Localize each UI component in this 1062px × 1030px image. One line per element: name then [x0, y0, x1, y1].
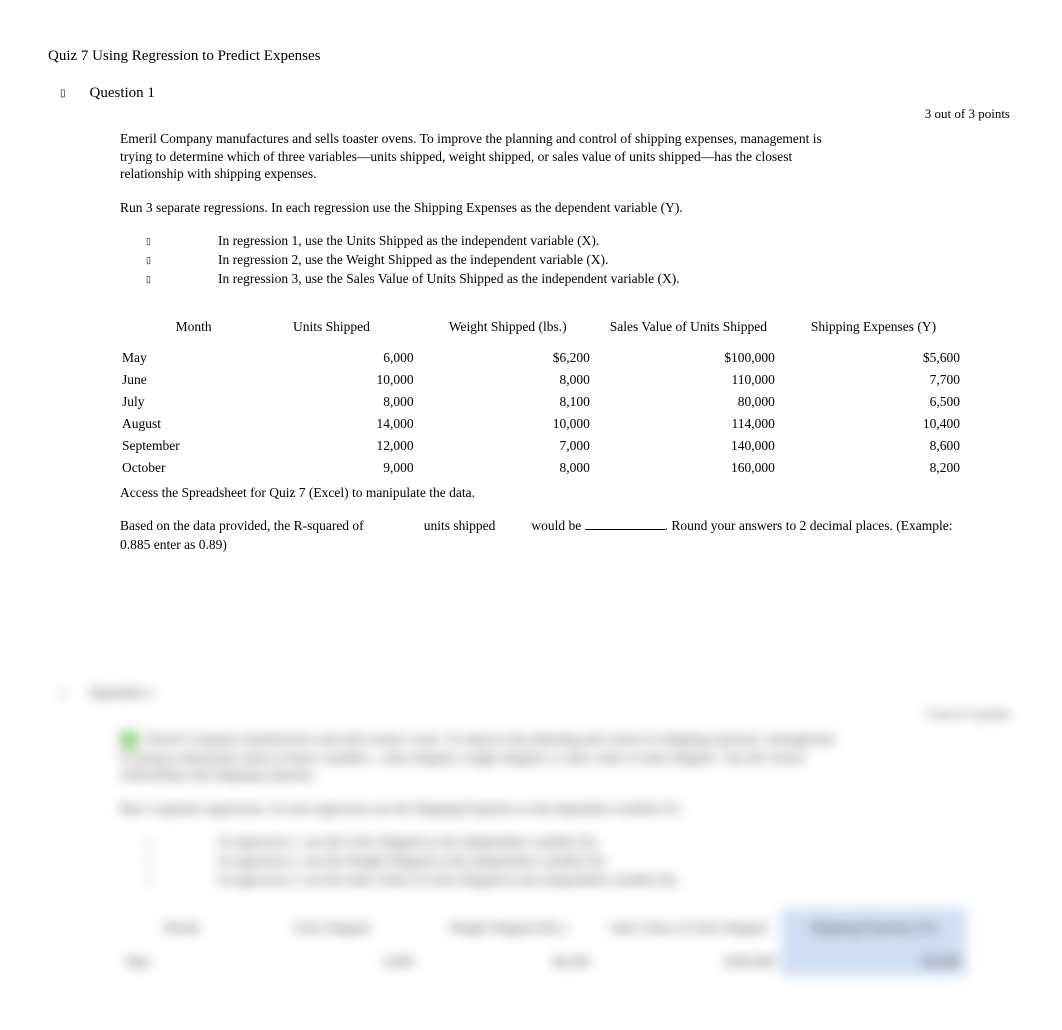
table-cell: 10,400 — [781, 413, 966, 435]
table-cell: 80,000 — [596, 391, 781, 413]
table-header-row: Month Units Shipped Weight Shipped (lbs.… — [120, 307, 966, 347]
bullet-icon: ▯ — [146, 270, 218, 289]
table-cell: 8,000 — [243, 391, 419, 413]
bullet-icon: ▯ — [146, 251, 218, 270]
table-cell: 8,000 — [420, 457, 596, 479]
fill-mid2: would be — [531, 518, 584, 533]
table-row: July8,0008,10080,0006,500 — [120, 391, 966, 413]
bullet-item: ▯ In regression 1, use the Units Shipped… — [146, 232, 966, 251]
table-cell: 7,000 — [420, 435, 596, 457]
table-cell: June — [120, 369, 243, 391]
intro-paragraph: Emeril Company manufactures and sells to… — [120, 130, 840, 183]
fill-prefix: Based on the data provided, the R-square… — [120, 518, 364, 533]
table-cell: September — [120, 435, 243, 457]
table-cell: 8,200 — [781, 457, 966, 479]
table-cell: $5,600 — [781, 347, 966, 369]
table-cell: 12,000 — [243, 435, 419, 457]
table-cell: 8,000 — [420, 369, 596, 391]
question-header: ▯ Question 1 — [48, 85, 1014, 102]
table-cell: $6,200 — [420, 347, 596, 369]
bullet-icon: ▯ — [146, 232, 218, 251]
bullet-text: In regression 1, use the Units Shipped a… — [218, 232, 599, 251]
col-header: Sales Value of Units Shipped — [596, 307, 781, 347]
table-row: June10,0008,000110,0007,700 — [120, 369, 966, 391]
table-cell: 8,600 — [781, 435, 966, 457]
points-label: 3 out of 3 points — [48, 106, 1014, 122]
table-cell: 9,000 — [243, 457, 419, 479]
question-number: Question 1 — [90, 85, 155, 102]
table-row: October9,0008,000160,0008,200 — [120, 457, 966, 479]
table-cell: October — [120, 457, 243, 479]
bullet-item: ▯ In regression 3, use the Sales Value o… — [146, 270, 966, 289]
table-cell: 110,000 — [596, 369, 781, 391]
table-cell: $100,000 — [596, 347, 781, 369]
run-line: Run 3 separate regressions. In each regr… — [120, 199, 840, 217]
fill-in-line: Based on the data provided, the R-square… — [120, 517, 966, 555]
table-cell: August — [120, 413, 243, 435]
table-cell: 6,000 — [243, 347, 419, 369]
table-cell: 10,000 — [243, 369, 419, 391]
data-table: Month Units Shipped Weight Shipped (lbs.… — [120, 307, 966, 479]
access-line: Access the Spreadsheet for Quiz 7 (Excel… — [120, 485, 966, 501]
table-row: August14,00010,000114,00010,400 — [120, 413, 966, 435]
col-header: Weight Shipped (lbs.) — [420, 307, 596, 347]
table-cell: May — [120, 347, 243, 369]
question-content: Emeril Company manufactures and sells to… — [48, 130, 1014, 555]
table-cell: 14,000 — [243, 413, 419, 435]
table-cell: 114,000 — [596, 413, 781, 435]
col-header: Shipping Expenses (Y) — [781, 307, 966, 347]
blurred-preview: ▯ Question 1 3 out of 3 points Emeril Co… — [48, 685, 1014, 976]
table-body: May6,000$6,200$100,000$5,600June10,0008,… — [120, 347, 966, 479]
table-cell: 160,000 — [596, 457, 781, 479]
bullet-text: In regression 2, use the Weight Shipped … — [218, 251, 608, 270]
bullet-item: ▯ In regression 2, use the Weight Shippe… — [146, 251, 966, 270]
col-header: Month — [120, 307, 243, 347]
quiz-title: Quiz 7 Using Regression to Predict Expen… — [48, 48, 1014, 65]
bullet-icon: ▯ — [60, 88, 66, 99]
table-cell: 10,000 — [420, 413, 596, 435]
table-cell: 6,500 — [781, 391, 966, 413]
fill-mid: units shipped — [424, 518, 496, 533]
bullet-text: In regression 3, use the Sales Value of … — [218, 270, 680, 289]
table-row: September12,0007,000140,0008,600 — [120, 435, 966, 457]
table-cell: July — [120, 391, 243, 413]
col-header: Units Shipped — [243, 307, 419, 347]
table-cell: 140,000 — [596, 435, 781, 457]
bullet-list: ▯ In regression 1, use the Units Shipped… — [120, 232, 966, 289]
blank-field[interactable] — [585, 518, 665, 530]
table-row: May6,000$6,200$100,000$5,600 — [120, 347, 966, 369]
table-cell: 8,100 — [420, 391, 596, 413]
table-cell: 7,700 — [781, 369, 966, 391]
